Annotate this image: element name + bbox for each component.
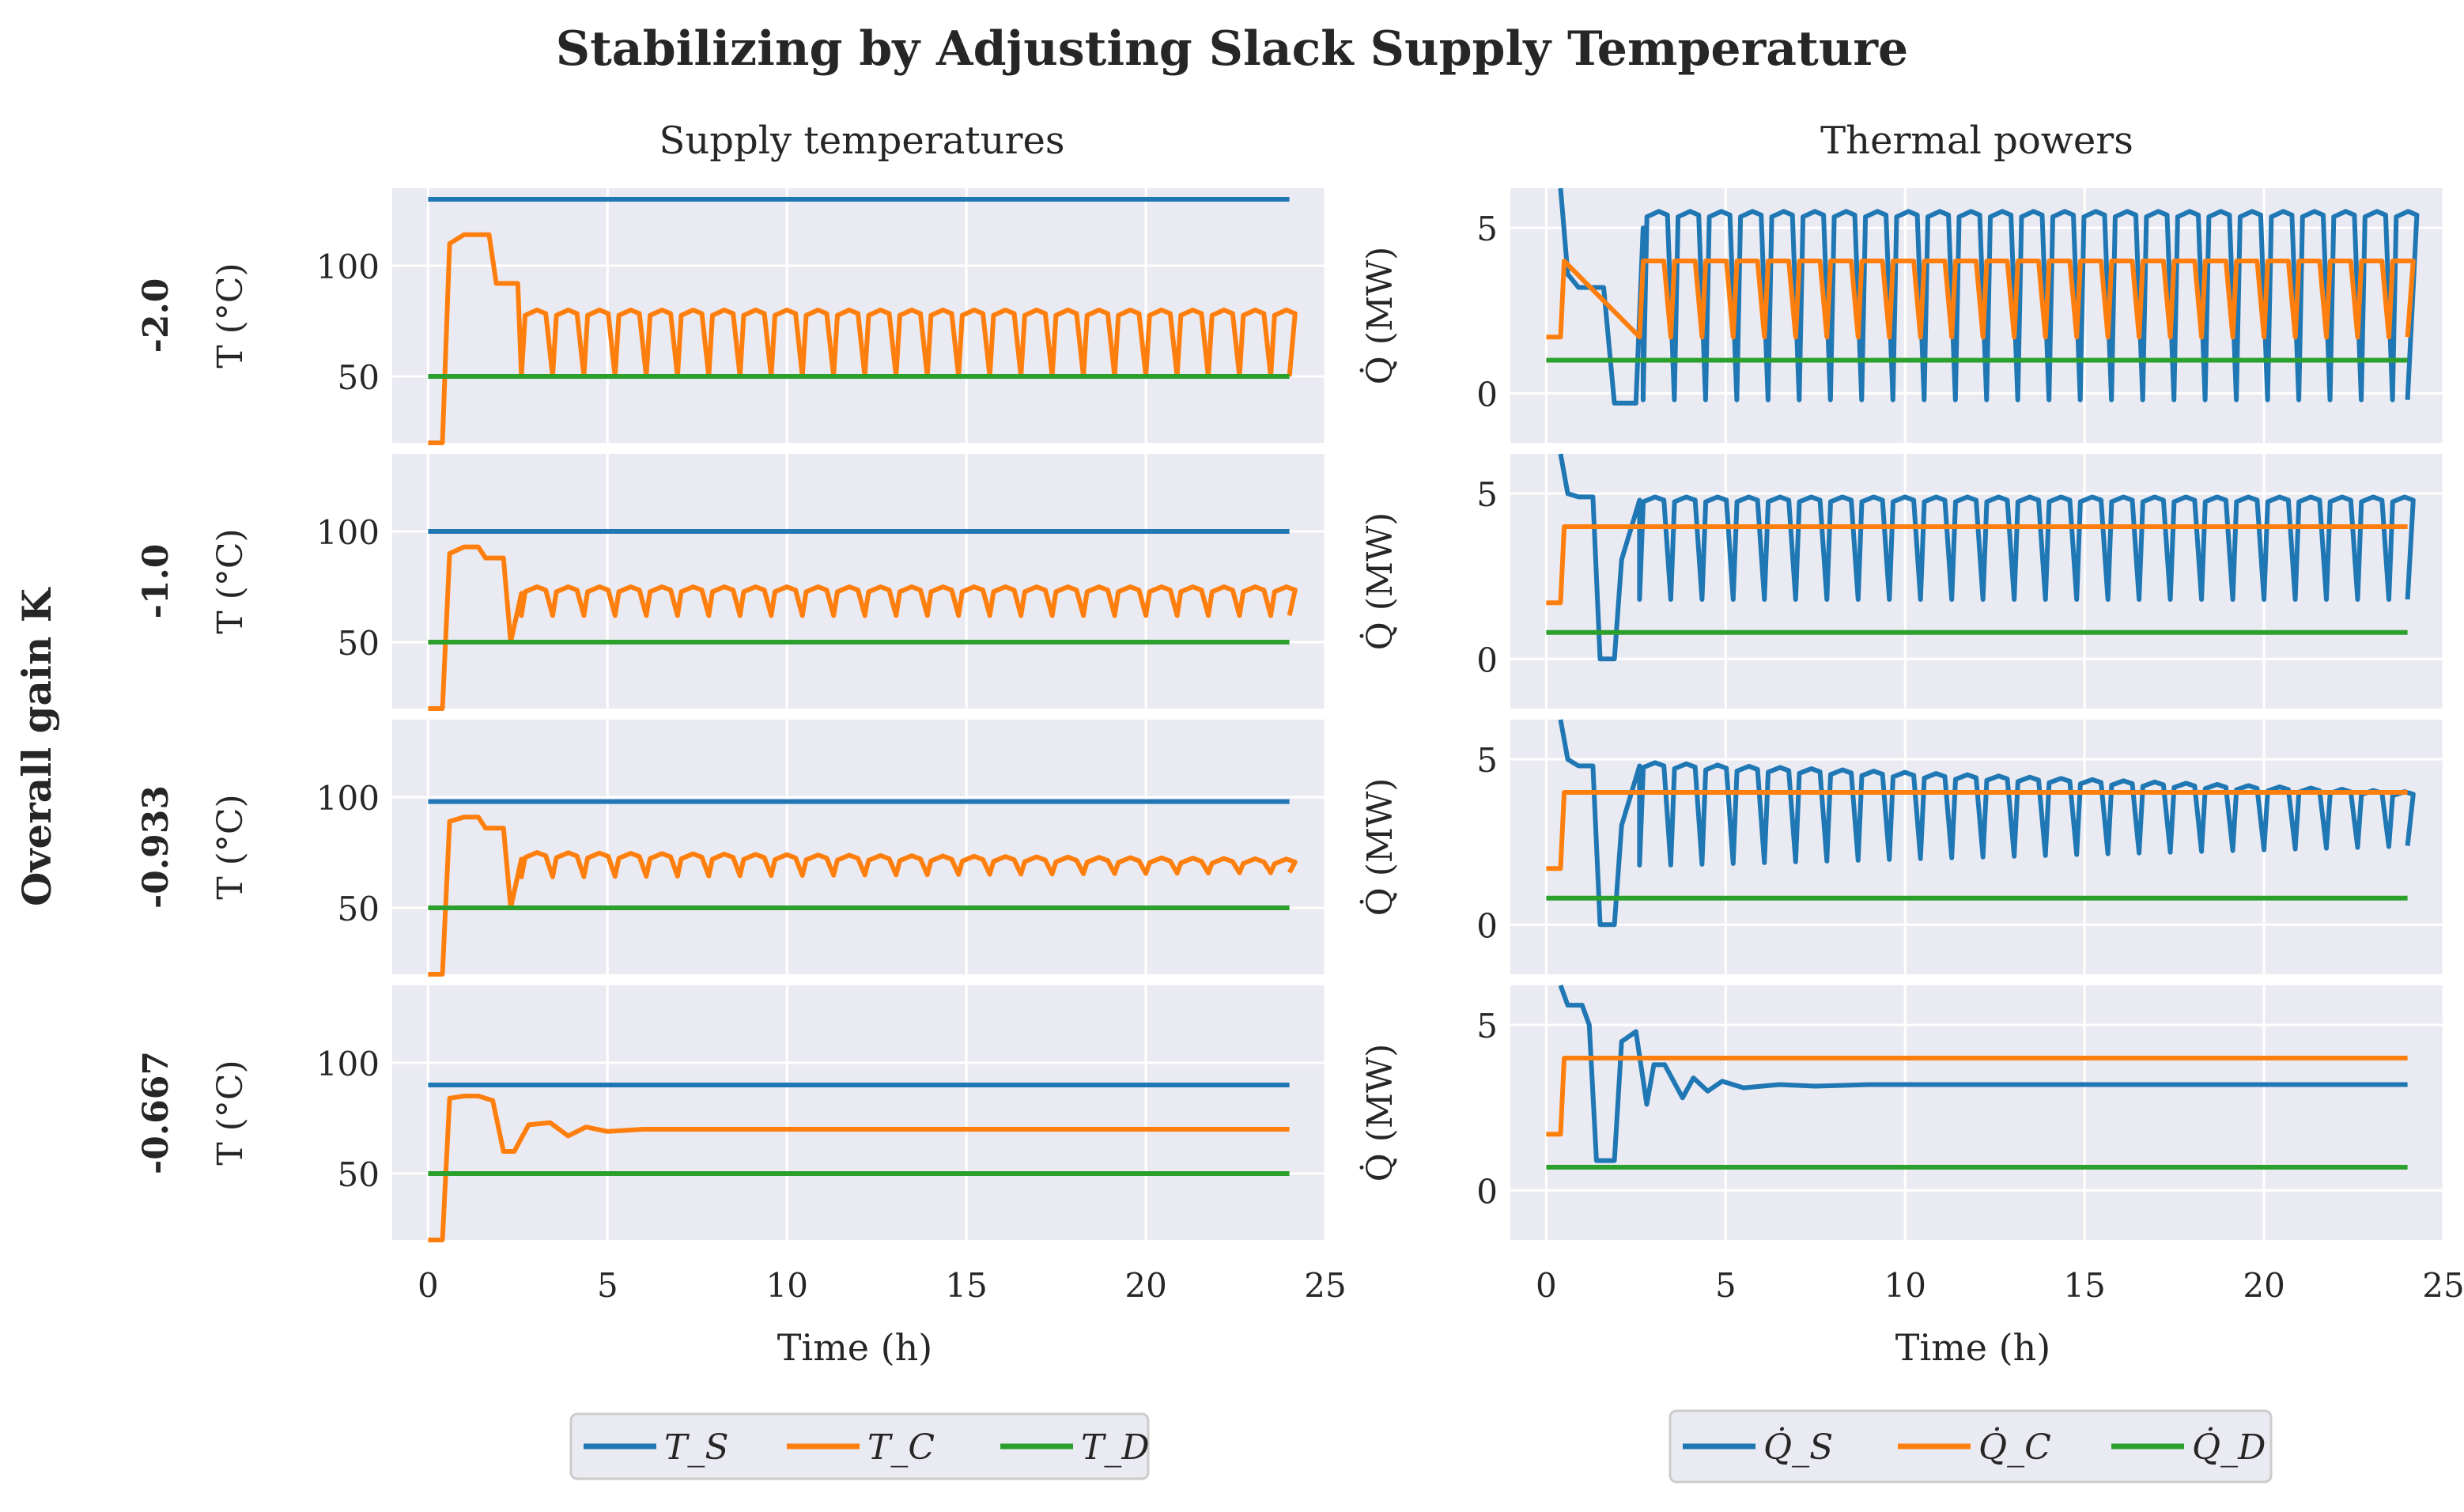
x-axis-label: Time (h) bbox=[777, 1326, 932, 1369]
y-axis-label: Q̇ (MW) bbox=[1359, 778, 1400, 917]
panel-powers-0: 0 5 Q̇ (MW) bbox=[1359, 187, 2445, 443]
left-legend-label-c: T_C bbox=[867, 1427, 935, 1468]
left-legend: T_S T_C T_D bbox=[569, 1412, 1150, 1480]
x-tick-label: 10 bbox=[766, 1266, 808, 1305]
y-tick-label: 0 bbox=[1476, 1172, 1498, 1211]
y-tick-label: 5 bbox=[1476, 741, 1498, 780]
series-line-q-c bbox=[1546, 524, 2408, 606]
x-tick-label: 20 bbox=[2243, 1266, 2284, 1305]
y-tick-label: 50 bbox=[338, 624, 380, 663]
series-line-t-c bbox=[428, 544, 1298, 711]
x-tick-label: 25 bbox=[1304, 1266, 1346, 1305]
series-line-t-c bbox=[428, 232, 1298, 445]
axes-background bbox=[392, 720, 1325, 974]
series-line-q-s bbox=[1558, 719, 2416, 928]
y-tick-label: 5 bbox=[1476, 210, 1498, 248]
right-column-title: Thermal powers bbox=[1820, 119, 2133, 163]
axes-background bbox=[1510, 985, 2443, 1240]
y-axis-label: Q̇ (MW) bbox=[1359, 247, 1400, 385]
row-gain-label: -0.933 bbox=[136, 785, 176, 909]
x-tick-label: 5 bbox=[597, 1266, 618, 1305]
x-tick-label: 15 bbox=[2063, 1266, 2105, 1305]
y-tick-label: 5 bbox=[1476, 475, 1498, 514]
left-column-title: Supply temperatures bbox=[659, 119, 1064, 163]
row-gain-label: -1.0 bbox=[136, 544, 176, 619]
right-legend-label-c: Q̇_C bbox=[1978, 1426, 2051, 1468]
y-tick-label: 100 bbox=[316, 248, 380, 286]
axes-background bbox=[1510, 454, 2443, 709]
series-line-q-c bbox=[1546, 790, 2408, 871]
left-legend-label-d: T_D bbox=[1081, 1427, 1150, 1468]
series-line-q-s bbox=[1558, 187, 2420, 406]
series-line-q-c bbox=[1546, 1056, 2408, 1137]
row-gain-label: -0.667 bbox=[136, 1051, 176, 1174]
right-legend-label-d: Q̇_D bbox=[2192, 1426, 2266, 1468]
panel-temperatures-1: 50 100 T (°C) -1.0 bbox=[136, 454, 1327, 711]
x-tick-label: 15 bbox=[945, 1266, 987, 1305]
y-tick-label: 0 bbox=[1476, 906, 1498, 945]
right-legend-label-s: Q̇_S bbox=[1763, 1426, 1833, 1468]
axes-background bbox=[392, 985, 1325, 1240]
row-group-label: Overall gain K bbox=[13, 587, 60, 906]
y-axis-label: T (°C) bbox=[210, 263, 251, 368]
panel-temperatures-0: 50 100 T (°C) -2.0 bbox=[136, 188, 1327, 445]
x-tick-label: 20 bbox=[1124, 1266, 1166, 1305]
series-line-t-c bbox=[428, 815, 1298, 977]
panel-powers-3: 0 5 Q̇ (MW) 0 5 10 15 20 25 Time (h) bbox=[1359, 984, 2464, 1369]
x-tick-label: 25 bbox=[2422, 1266, 2464, 1305]
x-tick-label: 0 bbox=[418, 1266, 439, 1305]
panel-temperatures-3: 50 100 T (°C) -0.667 0 5 10 15 20 25 Time (h) bbox=[136, 985, 1347, 1369]
y-axis-label: Q̇ (MW) bbox=[1359, 512, 1400, 651]
y-axis-label: T (°C) bbox=[210, 528, 251, 633]
axes-background bbox=[392, 454, 1325, 709]
y-tick-label: 50 bbox=[338, 1155, 380, 1194]
x-tick-label: 0 bbox=[1536, 1266, 1557, 1305]
right-legend: Q̇_S Q̇_C Q̇_D bbox=[1668, 1409, 2273, 1484]
figure-title: Stabilizing by Adjusting Slack Supply Te… bbox=[556, 21, 1908, 77]
y-tick-label: 0 bbox=[1476, 641, 1498, 679]
series-line-t-c bbox=[428, 1094, 1290, 1242]
x-axis-label: Time (h) bbox=[1895, 1326, 2050, 1369]
x-tick-label: 5 bbox=[1715, 1266, 1737, 1305]
left-legend-label-s: T_S bbox=[664, 1427, 729, 1468]
panel-powers-1: 0 5 Q̇ (MW) bbox=[1359, 453, 2445, 709]
y-tick-label: 100 bbox=[316, 513, 380, 552]
y-tick-label: 5 bbox=[1476, 1007, 1498, 1045]
panel-powers-2: 0 5 Q̇ (MW) bbox=[1359, 719, 2445, 974]
y-tick-label: 50 bbox=[338, 890, 380, 928]
y-tick-label: 100 bbox=[316, 779, 380, 818]
series-line-q-s bbox=[1558, 453, 2416, 662]
y-axis-label: Q̇ (MW) bbox=[1359, 1044, 1400, 1182]
y-tick-label: 50 bbox=[338, 358, 380, 397]
series-line-q-c bbox=[1546, 259, 2416, 340]
x-tick-label: 10 bbox=[1884, 1266, 1926, 1305]
row-gain-label: -2.0 bbox=[136, 278, 176, 353]
y-axis-label: T (°C) bbox=[210, 1060, 251, 1165]
y-tick-label: 100 bbox=[316, 1045, 380, 1083]
panel-temperatures-2: 50 100 T (°C) -0.933 bbox=[136, 720, 1327, 977]
axes-background bbox=[1510, 720, 2443, 974]
y-axis-label: T (°C) bbox=[210, 794, 251, 899]
series-line-q-s bbox=[1558, 984, 2408, 1163]
y-tick-label: 0 bbox=[1476, 375, 1498, 414]
